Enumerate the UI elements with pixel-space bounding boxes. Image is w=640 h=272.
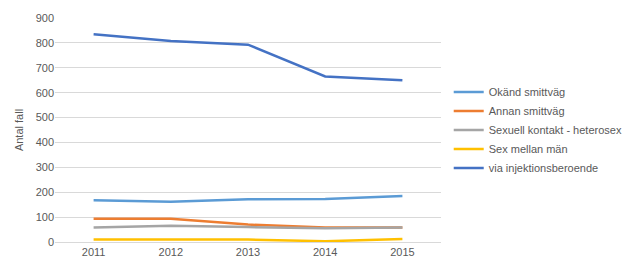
svg-text:2015: 2015 <box>390 246 414 258</box>
svg-text:Annan smittväg: Annan smittväg <box>489 105 565 117</box>
svg-text:200: 200 <box>36 186 54 198</box>
svg-text:400: 400 <box>36 136 54 148</box>
svg-text:800: 800 <box>36 37 54 49</box>
svg-text:100: 100 <box>36 211 54 223</box>
svg-text:2013: 2013 <box>236 246 260 258</box>
svg-text:900: 900 <box>36 12 54 24</box>
svg-text:2011: 2011 <box>82 246 106 258</box>
svg-text:0: 0 <box>48 236 54 248</box>
svg-text:Sex mellan män: Sex mellan män <box>489 143 568 155</box>
svg-text:Sexuell kontakt - heterosex: Sexuell kontakt - heterosex <box>489 124 622 136</box>
svg-text:Okänd smittväg: Okänd smittväg <box>489 86 565 98</box>
svg-text:2014: 2014 <box>313 246 337 258</box>
svg-text:600: 600 <box>36 87 54 99</box>
svg-text:Antal fall: Antal fall <box>13 109 25 151</box>
svg-text:700: 700 <box>36 62 54 74</box>
svg-text:300: 300 <box>36 161 54 173</box>
svg-text:2012: 2012 <box>159 246 183 258</box>
svg-text:500: 500 <box>36 111 54 123</box>
svg-text:via injektionsberoende: via injektionsberoende <box>489 162 598 174</box>
